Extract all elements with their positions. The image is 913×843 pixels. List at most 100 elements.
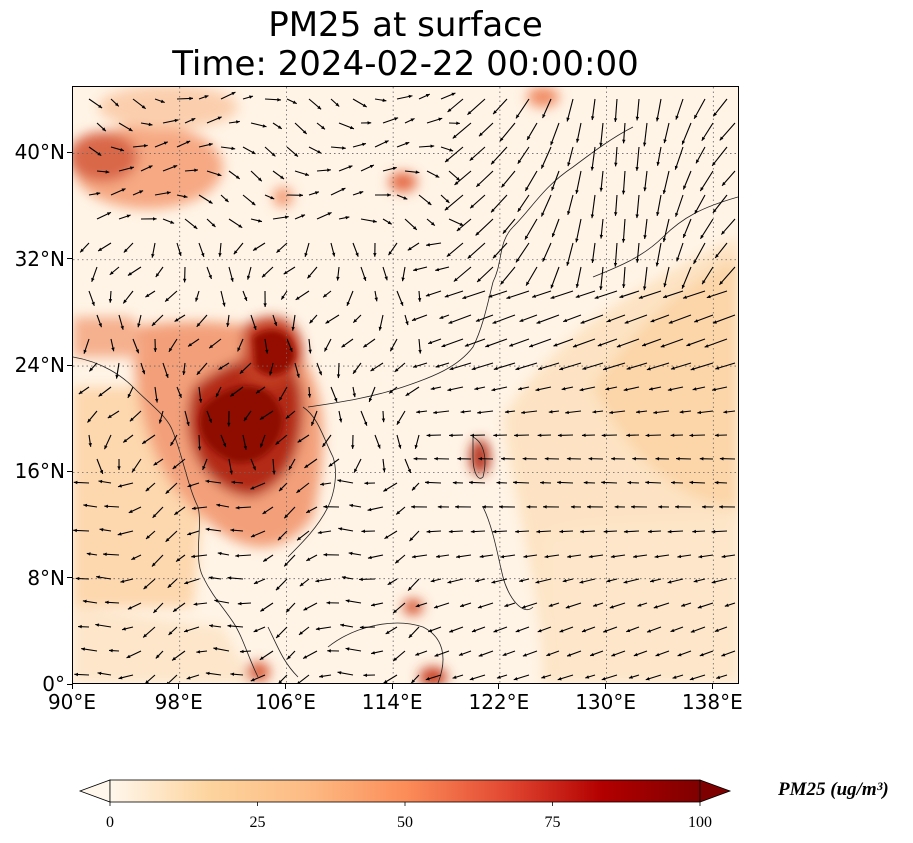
wind-arrow [396,141,410,148]
wind-arrow [557,480,574,485]
wind-arrow [585,674,596,679]
wind-arrow [227,576,244,580]
wind-arrow [349,503,362,508]
wind-arrow [628,674,640,679]
wind-arrow [162,362,169,379]
wind-arrow [590,98,596,121]
wind-arrow [449,433,464,438]
wind-arrow [88,290,95,306]
wind-arrow [242,194,256,206]
wind-arrow [352,362,362,375]
wind-arrow [506,290,530,299]
wind-arrow [252,242,266,251]
wind-arrow [559,362,582,371]
wind-arrow [460,410,472,414]
wind-arrow [646,362,670,371]
wind-arrow [411,314,428,322]
wind-arrow [537,433,552,438]
wind-arrow [154,191,171,196]
wind-arrow [660,338,684,348]
wind-arrow [155,266,164,278]
wind-arrow [275,434,288,446]
wind-arrow [663,122,670,144]
wind-arrow [352,191,364,196]
longitude-tick-mark [391,684,393,689]
wind-arrow [469,480,486,485]
wind-arrow [588,554,604,559]
wind-arrow [392,650,406,662]
wind-arrow [677,650,692,657]
colorbar-high-extension [699,779,732,803]
wind-arrow [162,118,179,124]
borneo-south-hotspot [419,667,447,683]
wind-arrow [475,218,494,236]
wind-arrow [308,338,312,354]
wind-arrow [623,578,640,584]
latitude-tick-label: 32°N [14,246,65,271]
wind-arrow [169,434,178,447]
colorbar-title: PM25 (ug/m³) [778,779,889,800]
pm25-peak-north [253,329,295,376]
wind-arrow [115,362,120,379]
wind-arrow [649,578,662,583]
wind-arrow [656,146,662,166]
wind-arrow [373,242,377,257]
wind-arrow [172,458,186,470]
wind-arrow [412,362,428,368]
wind-arrow [103,434,112,450]
wind-arrow [396,410,406,425]
wind-arrow [88,434,92,447]
wind-arrow [579,578,596,584]
wind-arrow [452,122,472,139]
wind-arrow [633,650,648,657]
wind-arrow [528,338,552,348]
wind-arrow [693,578,706,583]
wind-arrow [712,314,736,324]
wind-arrow [700,218,714,240]
wind-arrow [250,314,257,331]
wind-arrow [635,98,640,121]
wind-arrow [427,338,442,345]
sichuan-hotspot [273,187,293,207]
wind-arrow [537,362,560,370]
wind-arrow [476,266,494,283]
map-time-subtitle: Time: 2024-02-22 00:00:00 [172,44,639,84]
wind-arrow [173,506,186,516]
wind-arrow [374,193,391,197]
wind-arrow [88,362,98,372]
wind-arrow [370,362,384,372]
wind-arrow [415,602,428,608]
wind-arrow [440,146,454,152]
wind-arrow [162,165,178,172]
wind-arrow [153,338,158,352]
wind-arrow [394,362,406,373]
wind-arrow [724,602,736,607]
longitude-tick-label: 138°E [681,690,743,714]
wind-arrow [164,290,178,302]
latitude-tick-label: 40°N [14,140,65,165]
wind-arrow [599,122,604,147]
wind-arrow [636,410,648,414]
map-title: PM25 at surface [268,5,543,45]
indian-ocean-zone [73,607,253,683]
wind-arrow [217,551,230,556]
latitude-tick-mark [67,683,72,685]
wind-arrow [459,602,472,608]
wind-arrow [392,602,406,614]
wind-arrow [326,601,340,605]
longitude-tick-mark [711,684,713,689]
wind-arrow [184,218,198,230]
wind-arrow [286,650,296,660]
wind-arrow [394,554,406,564]
wind-arrow [521,410,538,415]
wind-arrow [176,194,188,199]
colorbar [78,779,732,806]
wind-arrow [174,314,186,322]
wind-arrow [566,98,574,122]
wind-arrow [338,410,343,423]
wind-arrow [592,410,604,414]
wind-arrow [409,530,420,542]
wind-arrow [682,290,706,299]
wind-arrow [396,94,413,100]
wind-arrow [416,410,428,414]
